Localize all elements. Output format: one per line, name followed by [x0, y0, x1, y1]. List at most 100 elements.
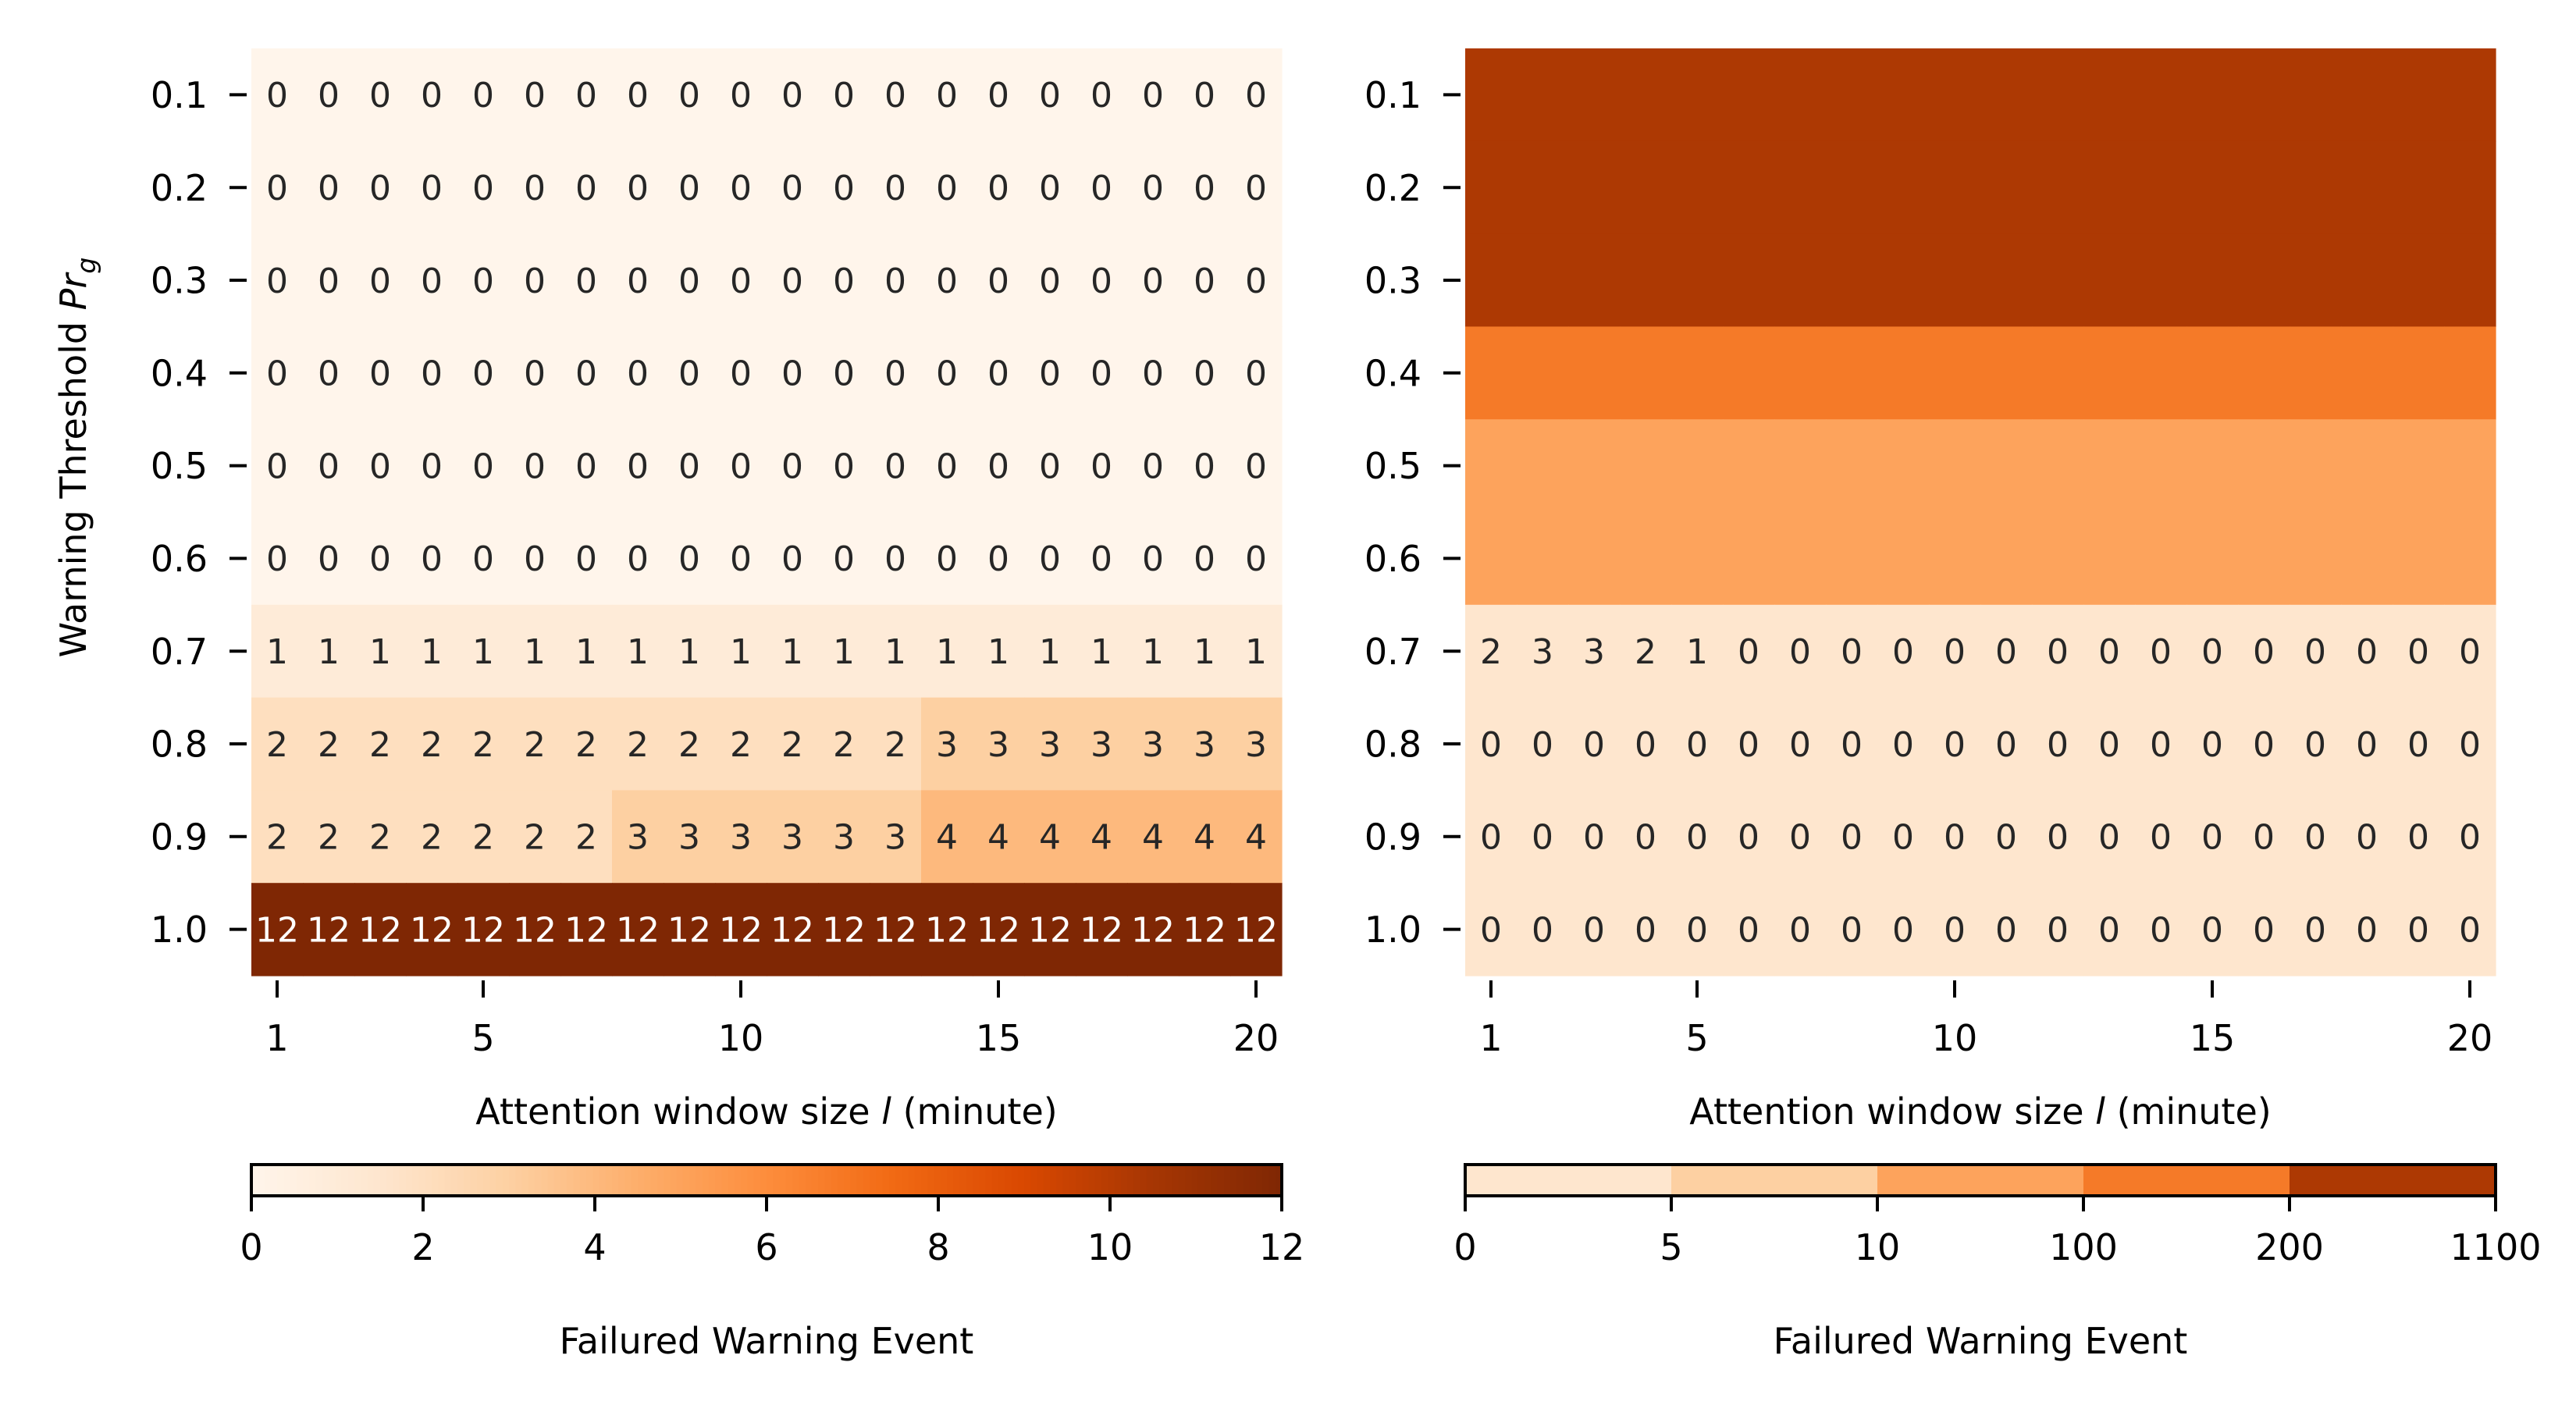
- heatmap-cell: [2290, 140, 2342, 235]
- heatmap-cell: [2238, 697, 2290, 791]
- cell-value-label: 0: [472, 76, 494, 116]
- cell-value-label: 0: [1039, 354, 1061, 394]
- heatmap-cell: [767, 140, 819, 235]
- colorbar-gradient-step: [1230, 1165, 1238, 1196]
- heatmap-cell: [1723, 604, 1775, 699]
- cell-value-label: 0: [1194, 539, 1215, 579]
- cell-value-label: 0: [678, 354, 700, 394]
- cell-value-label: 0: [472, 354, 494, 394]
- cell-value-label: 0: [1194, 446, 1215, 486]
- cell-value-label: 0: [575, 446, 597, 486]
- heatmap-cell: [303, 883, 355, 976]
- heatmap-cell: [2393, 512, 2445, 606]
- cell-value-label: 0: [1892, 632, 1914, 672]
- colorbar-gradient-step: [870, 1165, 877, 1196]
- heatmap-cell: [818, 790, 870, 884]
- colorbar-frame: [250, 1163, 1283, 1197]
- heatmap-cell: [612, 419, 664, 513]
- heatmap-cell: [2238, 512, 2290, 606]
- heatmap-cell: [354, 512, 407, 606]
- heatmap-cell: [303, 604, 355, 699]
- cell-value-label: 1: [987, 632, 1009, 672]
- colorbar-tick-label: 12: [1259, 1226, 1305, 1268]
- heatmap-cell: [767, 883, 819, 976]
- colorbar-gradient-step: [1256, 1165, 1264, 1196]
- heatmap-cell: [1929, 48, 1981, 142]
- colorbar-gradient-step: [785, 1165, 793, 1196]
- heatmap-cell: [2290, 419, 2342, 513]
- heatmap-cell: [1929, 697, 1981, 791]
- heatmap-cell: [1774, 790, 1827, 884]
- heatmap-cell: [1877, 790, 1930, 884]
- colorbar-gradient-step: [373, 1165, 381, 1196]
- cell-value-label: 0: [936, 354, 958, 394]
- heatmap-cell: [870, 419, 922, 513]
- cell-value-label: 0: [266, 261, 288, 301]
- heatmap-cell: [2290, 233, 2342, 327]
- cell-value-label: 0: [2304, 910, 2326, 950]
- heatmap-cell: [303, 140, 355, 235]
- cell-value-label: 12: [410, 910, 454, 950]
- cell-value-label: 4: [1245, 818, 1267, 858]
- cell-value-label: 2: [266, 818, 288, 858]
- cell-value-label: 0: [678, 261, 700, 301]
- colorbar-gradient-step: [631, 1165, 639, 1196]
- cell-value-label: 0: [1995, 632, 2017, 672]
- cell-value-label: 0: [2098, 910, 2120, 950]
- cell-value-label: 0: [472, 539, 494, 579]
- cell-value-label: 0: [2459, 725, 2481, 765]
- colorbar-gradient-step: [418, 1165, 426, 1196]
- colorbar-gradient-step: [741, 1165, 749, 1196]
- heatmap-cell: [1877, 697, 1930, 791]
- cell-value-label: 2: [266, 725, 288, 765]
- y-axis-label-variable: Pr: [52, 272, 94, 311]
- cell-value-label: 1: [884, 632, 906, 672]
- heatmap-cell: [406, 790, 458, 884]
- colorbar-gradient-step: [277, 1165, 285, 1196]
- heatmap-cell: [2032, 697, 2084, 791]
- cell-value-label: 0: [1142, 261, 1164, 301]
- heatmap-cell: [818, 883, 870, 976]
- heatmap-cell: [664, 512, 716, 606]
- heatmap-cell: [1980, 140, 2033, 235]
- heatmap-cell: [1929, 512, 1981, 606]
- colorbar-gradient-step: [347, 1165, 355, 1196]
- colorbar-gradient-step: [799, 1165, 806, 1196]
- cell-value-label: 0: [781, 354, 803, 394]
- cell-value-label: 1: [318, 632, 340, 672]
- heatmap-cell: [2341, 697, 2393, 791]
- colorbar-segment: [1877, 1165, 2084, 1196]
- heatmap-cell: [1076, 512, 1128, 606]
- cell-value-label: 0: [1789, 818, 1811, 858]
- heatmap-cell: [1723, 48, 1775, 142]
- colorbar-gradient-step: [624, 1165, 632, 1196]
- heatmap-cell: [1465, 233, 1517, 327]
- heatmap-cell: [1024, 883, 1076, 976]
- heatmap-cell: [1024, 512, 1076, 606]
- heatmap-cell: [1568, 233, 1621, 327]
- heatmap-cell: [664, 697, 716, 791]
- cell-value-label: 0: [2356, 818, 2378, 858]
- heatmap-cell: [1179, 604, 1231, 699]
- heatmap-cell: [303, 790, 355, 884]
- colorbar-gradient-step: [1030, 1165, 1038, 1196]
- colorbar-gradient-step: [876, 1165, 884, 1196]
- y-tick-label: 0.1: [151, 74, 208, 116]
- heatmap-cell: [251, 419, 304, 513]
- heatmap-cell: [354, 419, 407, 513]
- heatmap-cell: [2083, 326, 2136, 420]
- heatmap-cell: [612, 604, 664, 699]
- heatmap-cell: [2341, 140, 2393, 235]
- heatmap-cell: [1620, 604, 1672, 699]
- heatmap-cell: [1980, 233, 2033, 327]
- heatmap-cell: [1024, 140, 1076, 235]
- heatmap-cell: [303, 419, 355, 513]
- colorbar-gradient-step: [1223, 1165, 1231, 1196]
- heatmap-cell: [2186, 419, 2239, 513]
- colorbar-gradient-step: [1153, 1165, 1161, 1196]
- colorbar-gradient-step: [1275, 1165, 1283, 1196]
- heatmap-cell: [1929, 233, 1981, 327]
- heatmap-cell: [1671, 790, 1724, 884]
- cell-value-label: 0: [2459, 632, 2481, 672]
- heatmap-cell: [2393, 697, 2445, 791]
